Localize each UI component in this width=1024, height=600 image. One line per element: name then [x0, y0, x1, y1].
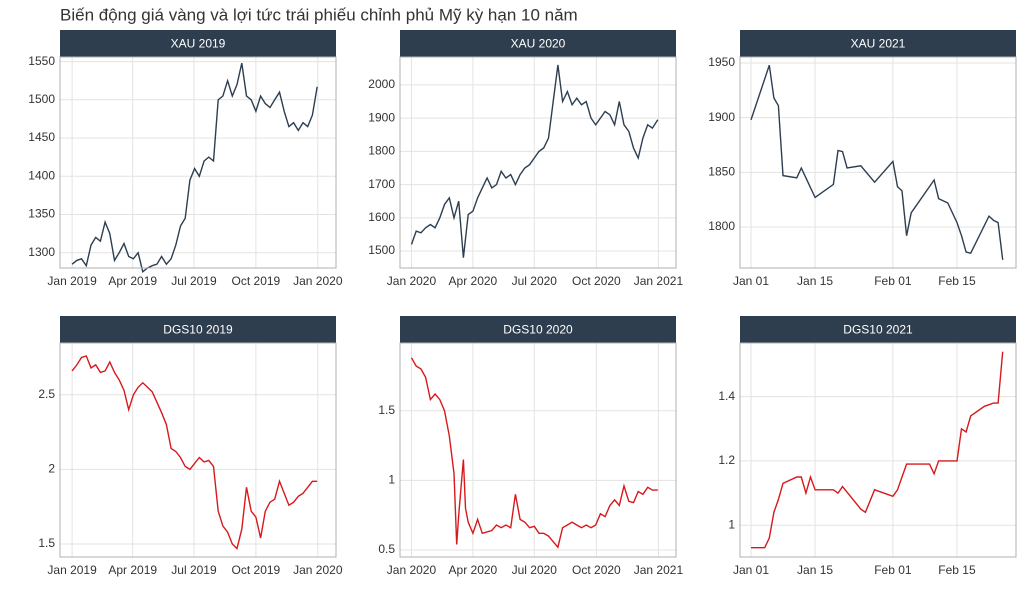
panel-strip — [740, 30, 1016, 57]
y-tick-label: 1900 — [368, 110, 395, 124]
x-tick-label: Jul 2019 — [171, 563, 217, 577]
y-tick-label: 1550 — [28, 54, 55, 68]
plot-background — [740, 57, 1016, 268]
panel-title: XAU 2021 — [851, 37, 906, 51]
panel-strip — [400, 316, 676, 343]
plot-border — [59, 56, 337, 269]
x-tick-label: Jan 15 — [797, 563, 833, 577]
y-tick-label: 1500 — [28, 92, 55, 106]
plot-background — [400, 343, 676, 557]
y-tick-label: 1800 — [368, 144, 395, 158]
panel-title: DGS10 2020 — [503, 323, 573, 337]
x-tick-label: Jan 15 — [797, 274, 833, 288]
y-tick-label: 0.5 — [378, 542, 395, 556]
data-line — [410, 357, 658, 549]
x-tick-label: Jan 2020 — [293, 563, 343, 577]
y-tick-label: 1 — [388, 473, 395, 487]
plot-border — [739, 56, 1017, 269]
x-tick-label: Jul 2019 — [171, 274, 217, 288]
y-tick-label: 1400 — [28, 168, 55, 182]
y-tick-label: 2.5 — [38, 387, 55, 401]
panel-title: XAU 2019 — [171, 37, 226, 51]
y-tick-label: 1850 — [708, 165, 735, 179]
panel-title: XAU 2020 — [511, 37, 566, 51]
x-tick-label: Jan 2019 — [47, 274, 97, 288]
data-line — [751, 351, 1004, 549]
data-line — [750, 64, 1004, 260]
x-tick-label: Jul 2020 — [512, 563, 558, 577]
x-tick-label: Feb 01 — [874, 563, 912, 577]
y-tick-label: 1.5 — [378, 403, 395, 417]
plot-background — [740, 343, 1016, 557]
y-tick-label: 1900 — [708, 110, 735, 124]
x-tick-label: Jan 2021 — [634, 274, 684, 288]
panel-strip — [60, 30, 336, 57]
y-tick-label: 1.5 — [38, 536, 55, 550]
plot-border — [399, 342, 677, 558]
x-tick-label: Jan 2020 — [387, 274, 437, 288]
plot-background — [400, 57, 676, 268]
data-line — [71, 62, 318, 274]
panel-strip — [400, 30, 676, 57]
x-tick-label: Jan 01 — [733, 563, 769, 577]
y-tick-label: 1700 — [368, 177, 395, 191]
data-line — [410, 64, 659, 258]
x-tick-label: Jan 2021 — [634, 563, 684, 577]
data-line — [71, 355, 318, 550]
plot-background — [60, 343, 336, 557]
y-tick-label: 1.2 — [718, 453, 735, 467]
x-tick-label: Apr 2020 — [449, 274, 498, 288]
chart-title: Biến động giá vàng và lợi tức trái phiếu… — [60, 5, 578, 24]
x-tick-label: Feb 15 — [938, 274, 976, 288]
y-tick-label: 1300 — [28, 245, 55, 259]
plot-background — [60, 57, 336, 268]
panel-strip — [60, 316, 336, 343]
y-tick-label: 1350 — [28, 207, 55, 221]
x-tick-label: Feb 15 — [938, 563, 976, 577]
x-tick-label: Jan 2020 — [293, 274, 343, 288]
plot-border — [739, 342, 1017, 558]
x-tick-label: Jan 2020 — [387, 563, 437, 577]
y-tick-label: 1450 — [28, 130, 55, 144]
y-tick-label: 1600 — [368, 210, 395, 224]
x-tick-label: Oct 2020 — [572, 563, 621, 577]
plot-border — [59, 342, 337, 558]
y-tick-label: 1950 — [708, 55, 735, 69]
x-tick-label: Feb 01 — [874, 274, 912, 288]
panel-title: DGS10 2019 — [163, 323, 233, 337]
plot-border — [399, 56, 677, 269]
x-tick-label: Apr 2019 — [108, 563, 157, 577]
x-tick-label: Oct 2019 — [232, 274, 281, 288]
y-tick-label: 1800 — [708, 219, 735, 233]
y-tick-label: 1500 — [368, 243, 395, 257]
y-tick-label: 2000 — [368, 77, 395, 91]
x-tick-label: Oct 2020 — [572, 274, 621, 288]
x-tick-label: Apr 2019 — [108, 274, 157, 288]
x-tick-label: Jan 01 — [733, 274, 769, 288]
x-tick-label: Oct 2019 — [232, 563, 281, 577]
x-tick-label: Jul 2020 — [512, 274, 558, 288]
y-tick-label: 1 — [728, 517, 735, 531]
x-tick-label: Apr 2020 — [449, 563, 498, 577]
panel-title: DGS10 2021 — [843, 323, 913, 337]
x-tick-label: Jan 2019 — [47, 563, 97, 577]
y-tick-label: 1.4 — [718, 389, 735, 403]
panel-strip — [740, 316, 1016, 343]
y-tick-label: 2 — [48, 462, 55, 476]
